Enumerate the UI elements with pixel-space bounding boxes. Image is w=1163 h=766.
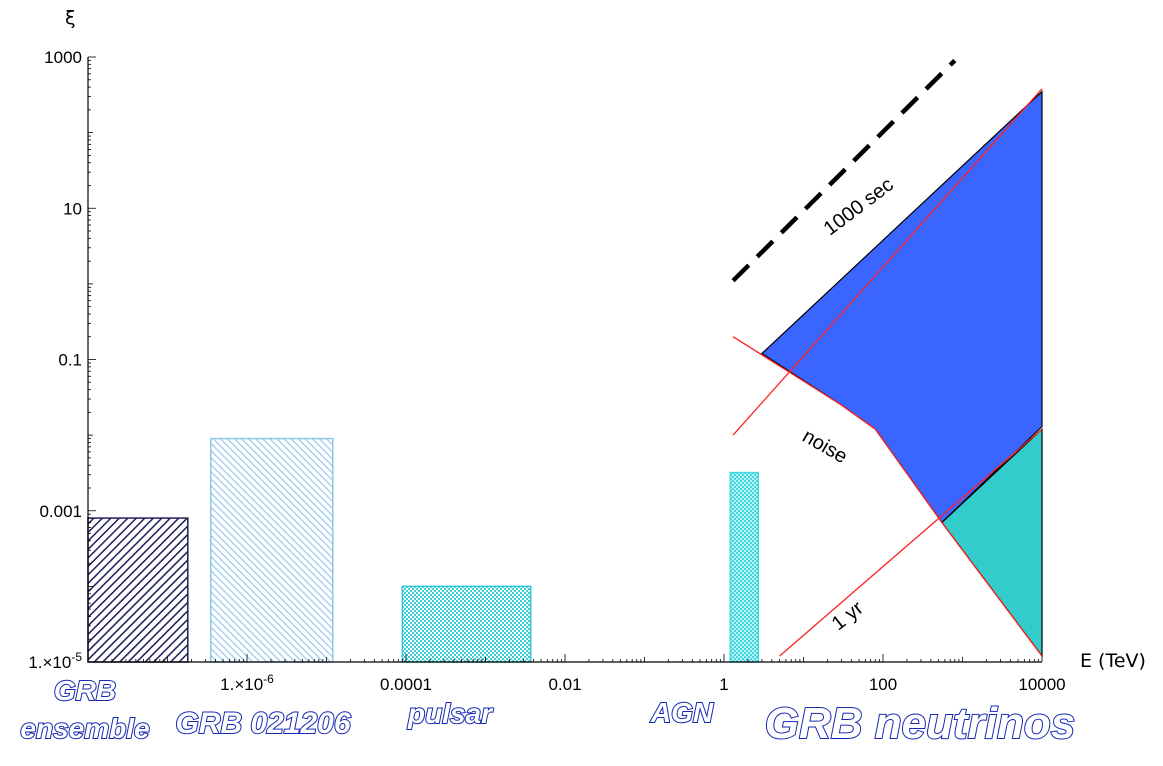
- tick-label: 100: [869, 675, 897, 694]
- source-box-pulsar: [401, 585, 532, 663]
- dashed-line: [731, 58, 957, 283]
- tick-label: 0.1: [58, 351, 82, 370]
- tick-label: 0.001: [39, 502, 82, 521]
- source-box-grb-021206: [210, 437, 334, 663]
- tick-label: 1.×10-6: [220, 672, 274, 694]
- tick-label: 1.×10-5: [28, 650, 82, 672]
- tick-label: 1: [719, 675, 728, 694]
- region-1: [760, 90, 1043, 524]
- tick-label: 0.01: [548, 675, 581, 694]
- y-axis-label: ξ: [65, 7, 76, 29]
- tick-label: 0.0001: [380, 675, 432, 694]
- source-label-grb-ensemble: ensemble: [20, 713, 149, 744]
- region-label-grb-neutrinos: GRB neutrinos: [765, 699, 1075, 748]
- source-label-grb-ensemble: GRB: [54, 675, 116, 706]
- line-noise: [732, 336, 1043, 657]
- source-label-grb-021206: GRB 021206: [175, 707, 350, 740]
- tick-label: 1000: [44, 48, 82, 67]
- source-label-pulsar: pulsar: [407, 698, 494, 729]
- source-box-grb-ensemble: [87, 517, 189, 663]
- tick-label: 10: [63, 199, 82, 218]
- tick-label: 10000: [1018, 675, 1065, 694]
- annotation-noise: noise: [799, 425, 851, 468]
- source-box-agn: [729, 471, 760, 663]
- source-label-agn: AGN: [650, 697, 714, 728]
- annotation-1-yr: 1 yr: [828, 597, 868, 635]
- x-axis-label: E (TeV): [1080, 650, 1146, 672]
- line-1-yr: [779, 428, 1043, 657]
- line-1000-sec: [732, 88, 1043, 436]
